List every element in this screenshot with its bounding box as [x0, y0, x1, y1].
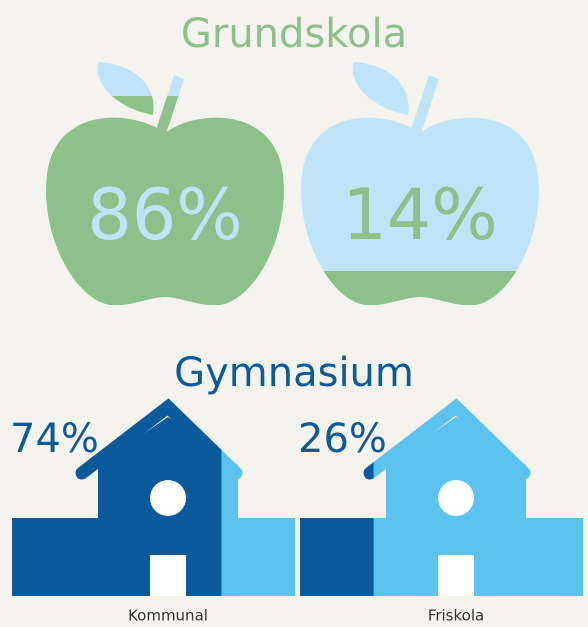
house-window: [150, 480, 186, 516]
value-label: 14%: [342, 174, 498, 256]
category-label: Kommunal: [128, 607, 208, 625]
chart-title: Grundskola: [181, 11, 407, 57]
apple-fill: [290, 270, 550, 305]
apple-fill: [35, 96, 295, 306]
category-label: Friskola: [428, 607, 484, 625]
apple: [35, 62, 295, 306]
apple-empty: [290, 62, 550, 305]
house-fill: [12, 395, 222, 600]
house-door: [150, 555, 186, 596]
house-door: [438, 555, 474, 596]
chart-title: Gymnasium: [174, 350, 414, 396]
value-label: 86%: [87, 174, 243, 256]
value-label: 74%: [10, 416, 99, 462]
house-fill: [300, 395, 374, 600]
house-window: [438, 480, 474, 516]
apple: [290, 62, 550, 305]
value-label: 26%: [298, 416, 387, 462]
